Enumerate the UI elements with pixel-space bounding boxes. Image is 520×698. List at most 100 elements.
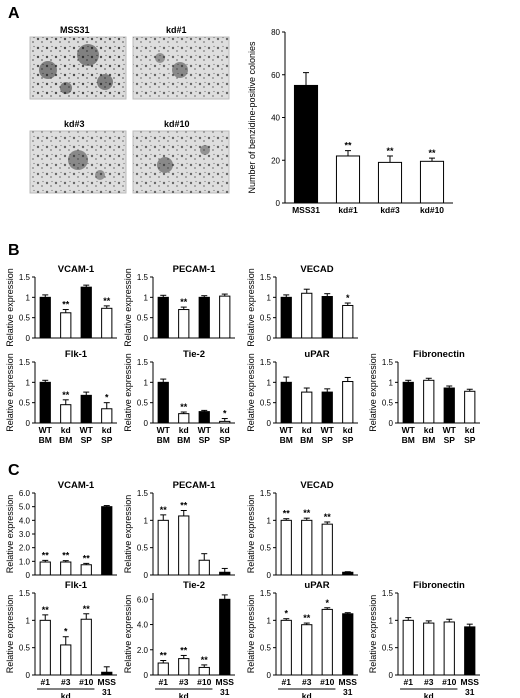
subplot-title: Flk-1	[65, 349, 88, 360]
micrograph-kd1: kd#1	[132, 25, 230, 100]
bar	[280, 519, 292, 576]
y-tick-label: 1	[267, 293, 272, 302]
micrograph-label: kd#10	[164, 119, 190, 129]
bar	[101, 671, 113, 676]
y-tick-label: 1.5	[137, 273, 149, 282]
y-axis-label: Relative expression	[123, 495, 133, 574]
significance-label: **	[303, 508, 311, 518]
bar	[198, 296, 210, 339]
subplot-title: PECAM-1	[173, 264, 216, 275]
bar	[157, 519, 169, 576]
bar	[60, 561, 72, 576]
bar	[464, 390, 476, 424]
subplot-title: VCAM-1	[58, 480, 95, 491]
x-tick-label: WT	[443, 425, 457, 435]
significance-label: **	[83, 604, 91, 614]
x-tick-label: SP	[464, 435, 476, 445]
bar	[423, 379, 435, 424]
x-tick-label: kd	[424, 425, 434, 435]
subplot-title: PECAM-1	[173, 480, 216, 491]
y-tick-label: 1	[26, 378, 31, 387]
y-tick-label: 2.0	[19, 544, 31, 553]
micrograph-label: kd#1	[166, 25, 187, 35]
y-tick-label: 20	[271, 156, 280, 165]
x-tick-label: 31	[343, 687, 353, 697]
subplot-title: uPAR	[304, 349, 329, 360]
significance-label: **	[201, 655, 209, 665]
bar	[419, 160, 445, 204]
x-tick-label: #10	[197, 677, 211, 687]
x-tick-label: 31	[465, 687, 475, 697]
bar	[101, 506, 113, 576]
x-tick-label: SP	[342, 435, 354, 445]
y-tick-label: 0	[267, 334, 272, 343]
x-tick-label: #10	[79, 677, 93, 687]
bar	[60, 644, 72, 676]
bar	[157, 662, 169, 676]
bar	[464, 626, 476, 676]
x-tick-label: #1	[159, 677, 169, 687]
bar	[301, 624, 313, 676]
x-tick-label: WT	[402, 425, 416, 435]
significance-label: **	[180, 402, 188, 412]
x-tick-label: WT	[321, 425, 335, 435]
x-tick-label: kd	[179, 425, 189, 435]
bar	[178, 515, 190, 576]
y-tick-label: 6.0	[19, 489, 31, 498]
y-tick-label: 1	[26, 293, 31, 302]
bar	[101, 307, 113, 339]
y-tick-label: 4.0	[19, 516, 31, 525]
group-label: kd	[61, 691, 71, 698]
y-tick-label: 0	[144, 571, 149, 580]
bar	[402, 381, 414, 424]
x-tick-label: BM	[300, 435, 313, 445]
y-tick-label: 1	[26, 616, 31, 625]
y-tick-label: 0	[26, 419, 31, 428]
chart-c-5: 0 0.5 1 1.5 Relative expression uPAR * #1 ** #3 * #…	[246, 580, 358, 698]
bar	[377, 161, 403, 204]
y-tick-label: 1	[267, 616, 272, 625]
y-axis-label: Relative expression	[123, 268, 133, 347]
x-tick-label: #10	[442, 677, 456, 687]
chart-b-1: 0 0.5 1 1.5 Relative expression PECAM-1 **	[123, 264, 235, 347]
x-tick-label: #3	[424, 677, 434, 687]
chart-a: 0 20 40 60 80 Number of benzidine-positive co…	[247, 28, 453, 215]
group-label: kd	[424, 691, 434, 698]
significance-label: **	[42, 550, 50, 560]
y-tick-label: 0.5	[260, 544, 272, 553]
significance-label: **	[62, 551, 70, 561]
subplot-title: VCAM-1	[58, 264, 95, 275]
bar	[80, 394, 92, 424]
y-tick-label: 0	[144, 671, 149, 680]
bar	[80, 564, 92, 576]
y-axis-label: Relative expression	[246, 268, 256, 347]
y-tick-label: 80	[271, 28, 280, 37]
significance-label: *	[64, 627, 68, 637]
bar	[198, 559, 210, 576]
x-tick-label: MSS	[216, 677, 235, 687]
micrograph-grid: MSS31 kd#1 kd#3 kd#10	[29, 25, 230, 194]
y-axis-label: Relative expression	[246, 495, 256, 574]
y-tick-label: 0.5	[382, 399, 394, 408]
y-axis-label: Relative expression	[368, 595, 378, 674]
group-label: kd	[179, 691, 189, 698]
y-tick-label: 1.5	[260, 273, 272, 282]
y-tick-label: 0	[144, 419, 149, 428]
y-tick-label: 1	[267, 378, 272, 387]
x-tick-label: kd	[343, 425, 353, 435]
y-tick-label: 1.5	[137, 358, 149, 367]
bar	[198, 411, 210, 424]
x-tick-label: WT	[198, 425, 212, 435]
bar	[402, 619, 414, 676]
bar	[157, 381, 169, 424]
y-axis-label: Relative expression	[5, 595, 15, 674]
bar	[301, 391, 313, 424]
y-tick-label: 1.5	[19, 273, 31, 282]
significance-label: **	[62, 300, 70, 310]
significance-label: **	[160, 650, 168, 660]
chart-b-0: 0 0.5 1 1.5 Relative expression VCAM-1 ** **	[5, 264, 117, 347]
x-tick-label: 31	[220, 687, 230, 697]
subplot-title: VECAD	[300, 264, 333, 275]
